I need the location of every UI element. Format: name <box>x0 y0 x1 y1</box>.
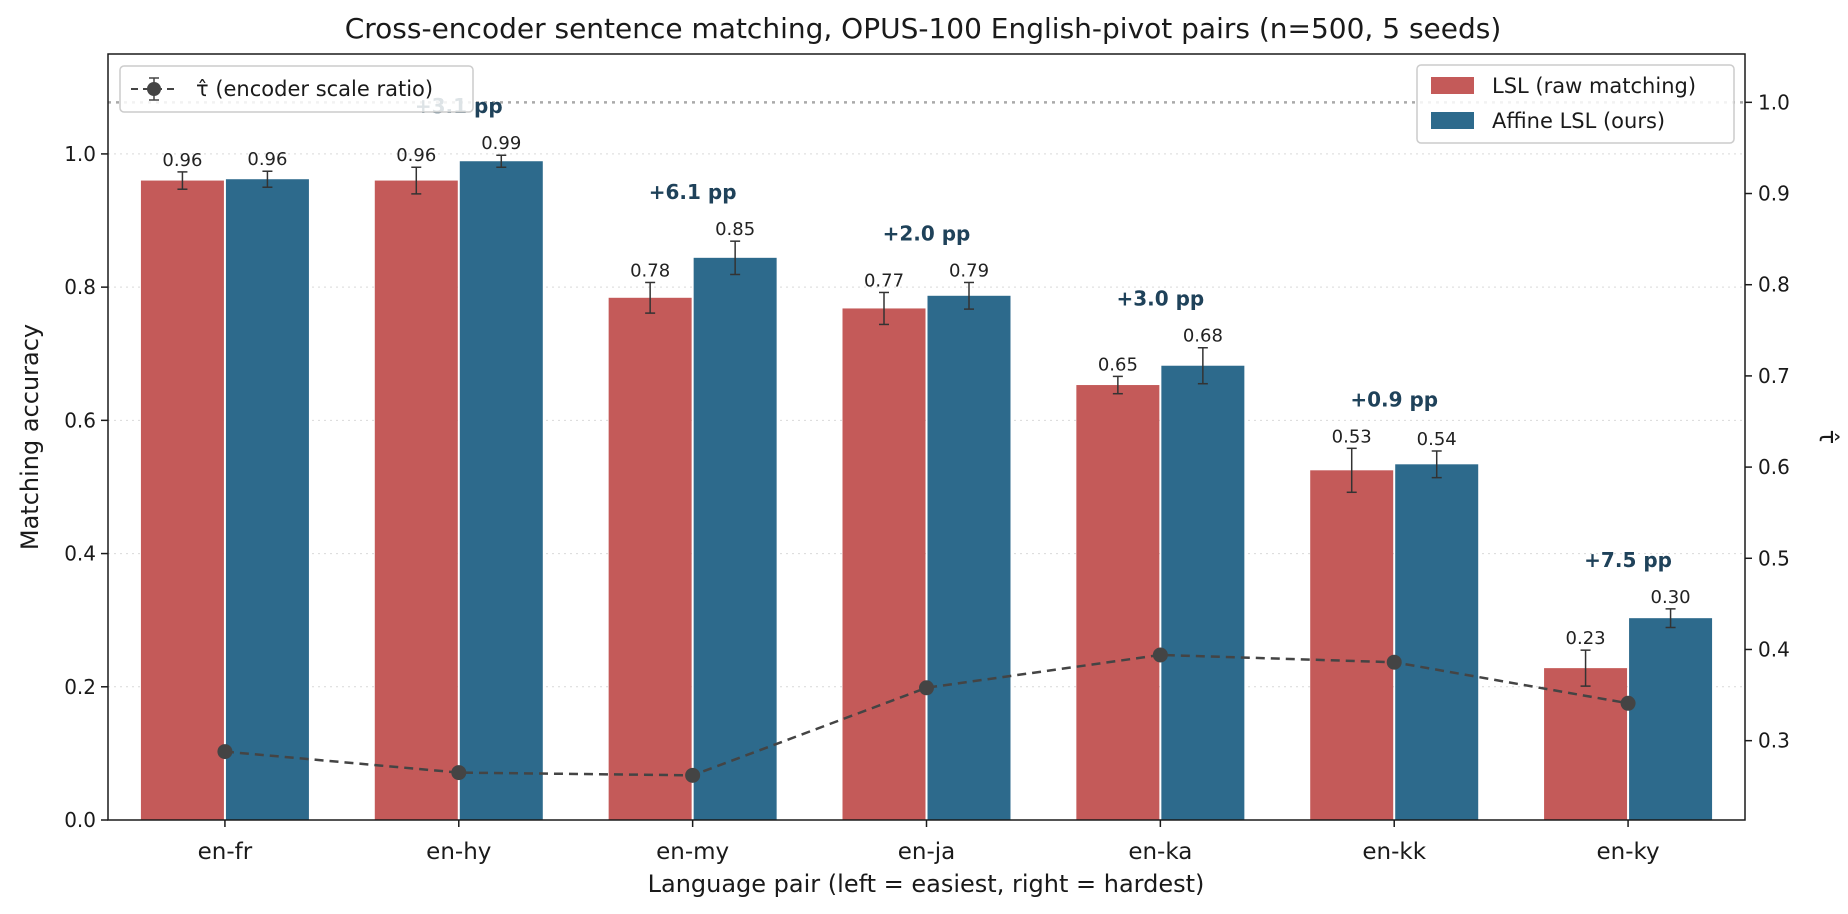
y2-tick-label: 0.9 <box>1758 182 1790 206</box>
x-tick-label: en-ka <box>1128 839 1192 865</box>
x-tick-label: en-ky <box>1597 839 1660 865</box>
gain-annotation: +6.1 pp <box>649 180 737 204</box>
y-tick-label: 0.6 <box>64 408 96 432</box>
chart-title: Cross-encoder sentence matching, OPUS-10… <box>345 12 1502 45</box>
y-tick-label: 0.8 <box>64 275 96 299</box>
y-tick-label: 0.0 <box>64 808 96 832</box>
gain-annotation: +2.0 pp <box>883 221 971 245</box>
bar-value-label: 0.85 <box>715 219 755 240</box>
bar-lsl <box>1544 668 1628 820</box>
bar-value-label: 0.30 <box>1651 587 1691 608</box>
bar-value-label: 0.99 <box>481 133 521 154</box>
bar-affine <box>927 295 1011 820</box>
bar-affine <box>1629 618 1713 820</box>
tau-point <box>1152 647 1168 663</box>
x-tick-label: en-fr <box>198 839 253 865</box>
tau-point <box>1620 695 1636 711</box>
legend-bars: LSL (raw matching) Affine LSL (ours) <box>1416 64 1735 144</box>
legend-label-lsl: LSL (raw matching) <box>1492 74 1696 98</box>
y-tick-label: 0.2 <box>64 675 96 699</box>
bar-value-label: 0.78 <box>630 260 670 281</box>
bar-affine <box>693 257 777 820</box>
tau-point <box>451 765 467 781</box>
bar-value-label: 0.96 <box>247 149 287 170</box>
tau-point <box>217 744 233 760</box>
bar-value-label: 0.79 <box>949 260 989 281</box>
legend-bars-frame <box>1416 64 1735 144</box>
tau-point <box>1386 654 1402 670</box>
axis-ticks: 0.0 0.2 0.4 0.6 0.8 1.0 0.3 0.4 0.5 0.6 0.7 0.8 0.9 1… <box>64 90 1790 865</box>
bar-lsl <box>608 297 692 820</box>
bar-affine <box>1395 464 1479 820</box>
legend-tau: τ̂ (encoder scale ratio) <box>119 65 474 113</box>
bar-lsl <box>374 180 458 820</box>
tau-point <box>685 767 701 783</box>
legend-tau-label: τ̂ (encoder scale ratio) <box>196 77 433 101</box>
legend-tau-frame <box>119 65 474 113</box>
bar-affine <box>225 179 309 820</box>
y-axis-title: Matching accuracy <box>16 324 44 550</box>
gain-annotation: +0.9 pp <box>1350 387 1438 411</box>
y2-tick-label: 0.8 <box>1758 273 1790 297</box>
y2-tick-label: 0.6 <box>1758 455 1790 479</box>
plot-frame <box>107 53 1746 821</box>
bar-affine <box>459 161 543 821</box>
bar-lsl <box>1076 385 1160 820</box>
x-tick-label: en-my <box>656 839 729 865</box>
bar-value-label: 0.68 <box>1183 326 1223 347</box>
y2-tick-label: 1.0 <box>1758 90 1790 114</box>
bar-lsl <box>140 180 224 820</box>
y2-axis-title: τ̂ <box>1814 430 1842 444</box>
bar-value-label: 0.53 <box>1332 426 1372 447</box>
x-tick-label: en-ja <box>898 839 956 865</box>
y-tick-label: 0.4 <box>64 542 96 566</box>
value-labels: 0.96 0.96 0.78 0.77 0.65 0.53 0.23 0.96 0.99 0.85… <box>162 94 1690 649</box>
y2-tick-label: 0.5 <box>1758 546 1790 570</box>
bar-value-label: 0.23 <box>1566 628 1606 649</box>
gain-annotation: +3.0 pp <box>1116 287 1204 311</box>
y2-tick-label: 0.7 <box>1758 364 1790 388</box>
gain-annotation: +7.5 pp <box>1584 548 1672 572</box>
y2-tick-label: 0.3 <box>1758 729 1790 753</box>
legend-swatch-affine <box>1431 112 1474 129</box>
x-tick-label: en-kk <box>1362 839 1426 865</box>
tau-point <box>919 680 934 696</box>
bar-value-label: 0.96 <box>396 145 436 166</box>
tau-line <box>217 647 1636 783</box>
bar-affine <box>1161 365 1245 820</box>
legend-label-affine: Affine LSL (ours) <box>1492 109 1665 133</box>
x-axis-title: Language pair (left = easiest, right = h… <box>648 870 1205 898</box>
x-tick-label: en-hy <box>426 839 491 865</box>
y2-tick-label: 0.4 <box>1758 637 1790 661</box>
bar-lsl <box>842 308 926 820</box>
bar-value-label: 0.96 <box>162 150 202 171</box>
bar-lsl <box>1310 470 1394 820</box>
bar-value-label: 0.77 <box>864 270 904 291</box>
bar-value-label: 0.54 <box>1417 429 1457 450</box>
legend-swatch-lsl <box>1431 77 1474 94</box>
y-tick-label: 1.0 <box>64 142 96 166</box>
bars <box>140 154 1713 821</box>
bar-value-label: 0.65 <box>1098 354 1138 375</box>
legend-tau-marker-icon <box>147 82 161 96</box>
